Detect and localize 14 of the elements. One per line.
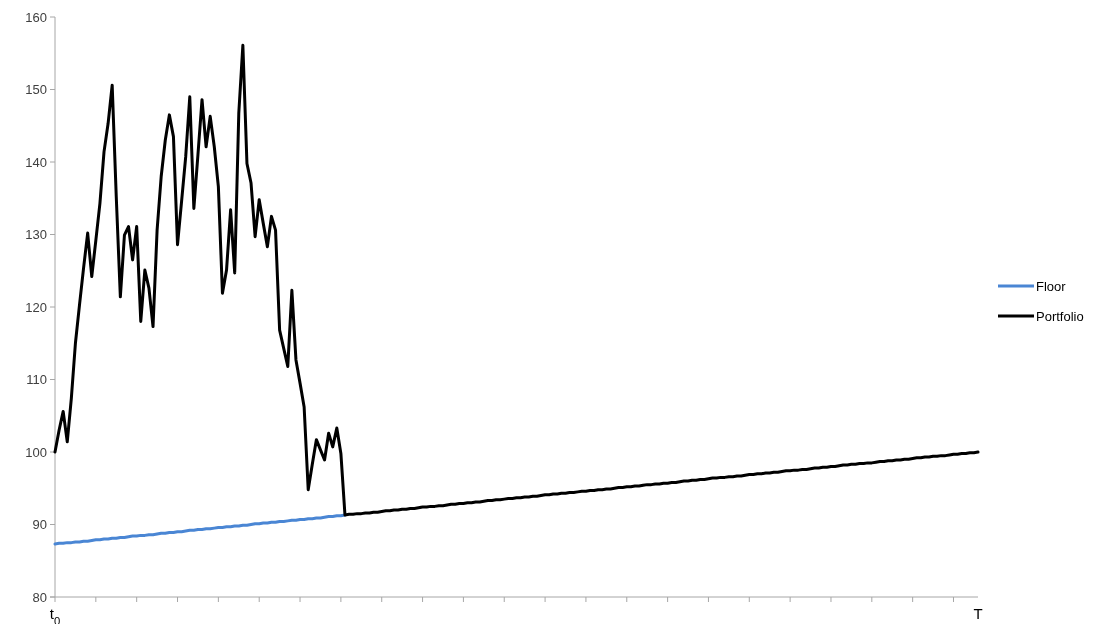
y-tick-label: 140 (25, 154, 47, 170)
y-tick-label: 110 (26, 372, 47, 388)
y-tick-label: 80 (32, 589, 47, 605)
line-series (53, 513, 347, 546)
legend-label: Portfolio (1036, 308, 1084, 324)
x-tick-label: T (973, 605, 983, 622)
y-tick-label: 120 (25, 299, 47, 315)
y-tick-label: 150 (25, 82, 47, 98)
y-tick-label: 100 (25, 444, 47, 460)
line-series (53, 43, 980, 517)
y-tick-label: 160 (25, 9, 47, 25)
y-tick-label: 130 (25, 227, 47, 243)
y-tick-label: 90 (32, 517, 47, 533)
legend-label: Floor (1036, 278, 1067, 294)
